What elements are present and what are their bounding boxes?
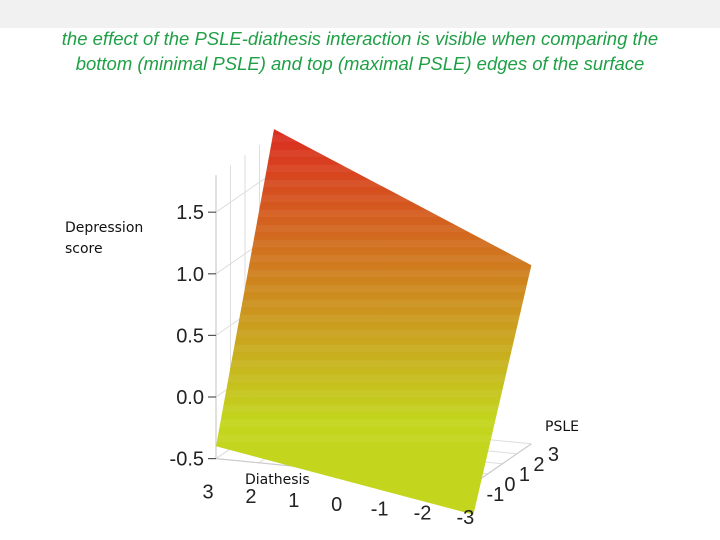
surface-band <box>216 195 532 202</box>
caption-line-1: the effect of the PSLE-diathesis interac… <box>61 28 659 49</box>
box-edge <box>473 443 532 485</box>
surface-band <box>216 210 532 217</box>
surface-band <box>216 420 532 427</box>
diathesis-tick-label: 3 <box>202 482 213 504</box>
surface-band <box>216 135 532 142</box>
z-tick-label: 1.0 <box>176 264 204 286</box>
surface-band <box>216 360 532 367</box>
psle-tick-label: -1 <box>487 484 505 506</box>
diathesis-tick-label: -2 <box>414 503 432 525</box>
psle-tick-label: 2 <box>533 454 544 476</box>
diathesis-tick-label: 0 <box>331 494 342 516</box>
diathesis-tick-label: -1 <box>371 498 389 520</box>
psle-tick-label: 1 <box>519 464 530 486</box>
diathesis-tick-label: 2 <box>245 486 256 508</box>
surface-band <box>200 105 560 112</box>
diathesis-axis-label: Diathesis <box>245 472 310 488</box>
z-axis-label-line-2: score <box>65 241 103 257</box>
surface-band <box>216 165 532 172</box>
surface-patch <box>216 129 532 515</box>
surface-band <box>216 330 532 337</box>
psle-tick-label: 0 <box>504 474 515 496</box>
surface-band <box>216 345 532 352</box>
surface-band <box>216 270 532 277</box>
surface-band <box>216 180 532 187</box>
surface-band <box>216 225 532 232</box>
surface-band <box>216 240 532 247</box>
surface-bands <box>200 105 560 442</box>
surface-band <box>216 315 532 322</box>
surface-band <box>216 390 532 397</box>
slide-caption: the effect of the PSLE-diathesis interac… <box>0 26 720 76</box>
top-strip <box>0 0 720 28</box>
surface-band <box>216 300 532 307</box>
diathesis-tick-label: 1 <box>288 490 299 512</box>
surface-band <box>216 285 532 292</box>
surface-band <box>200 120 560 127</box>
z-tick-label: 0.0 <box>176 387 204 409</box>
surface-band <box>216 435 532 442</box>
z-axis-label: Depression score <box>65 218 175 260</box>
surface-band <box>216 375 532 382</box>
surface-band <box>216 150 532 157</box>
surface-band <box>216 255 532 262</box>
z-axis-label-line-1: Depression <box>65 220 144 236</box>
psle-tick-label: 3 <box>548 444 559 466</box>
caption-line-2: bottom (minimal PSLE) and top (maximal P… <box>75 53 645 74</box>
psle-axis-label: PSLE <box>545 419 579 435</box>
z-tick-label: -0.5 <box>170 449 204 471</box>
surface-band <box>216 405 532 412</box>
z-tick-label: 0.5 <box>176 325 204 347</box>
diathesis-tick-label: -3 <box>457 507 475 529</box>
z-tick-label: 1.5 <box>176 202 204 224</box>
